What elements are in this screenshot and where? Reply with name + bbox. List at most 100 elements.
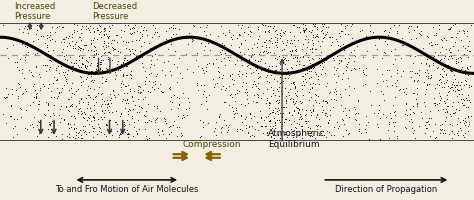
Point: [91, 54, 99, 57]
Point: [410, 29, 418, 32]
Point: [216, 51, 224, 54]
Point: [225, 59, 233, 62]
Point: [438, 123, 446, 126]
Point: [304, 38, 311, 41]
Point: [387, 117, 394, 120]
Point: [382, 29, 389, 33]
Point: [16, 83, 23, 86]
Text: Atmospheric
Equilibrium: Atmospheric Equilibrium: [268, 129, 325, 148]
Point: [219, 85, 227, 89]
Point: [385, 123, 392, 126]
Point: [32, 96, 39, 99]
Point: [299, 68, 307, 71]
Point: [119, 83, 127, 86]
Point: [438, 46, 446, 49]
Point: [207, 34, 214, 37]
Point: [341, 57, 349, 60]
Point: [142, 83, 149, 86]
Point: [287, 66, 295, 69]
Point: [3, 87, 10, 90]
Point: [447, 27, 454, 31]
Point: [415, 69, 422, 73]
Point: [274, 90, 282, 93]
Point: [264, 53, 271, 56]
Point: [178, 134, 185, 137]
Point: [306, 135, 314, 138]
Point: [90, 71, 98, 74]
Point: [281, 105, 288, 109]
Point: [295, 118, 303, 121]
Point: [75, 55, 83, 59]
Point: [114, 50, 122, 53]
Point: [129, 135, 137, 138]
Point: [465, 125, 472, 128]
Point: [450, 112, 457, 115]
Point: [423, 35, 431, 38]
Point: [236, 70, 243, 73]
Point: [132, 55, 139, 59]
Point: [391, 110, 399, 113]
Point: [121, 124, 129, 127]
Point: [438, 122, 446, 126]
Point: [251, 59, 259, 62]
Point: [305, 59, 313, 62]
Point: [52, 69, 60, 72]
Point: [32, 65, 39, 68]
Point: [438, 39, 446, 43]
Point: [242, 88, 250, 91]
Point: [151, 119, 158, 122]
Point: [330, 73, 337, 77]
Point: [257, 117, 264, 120]
Point: [184, 97, 191, 101]
Point: [173, 134, 181, 138]
Point: [99, 103, 106, 106]
Point: [431, 51, 438, 54]
Point: [21, 56, 29, 59]
Point: [61, 76, 69, 79]
Point: [25, 69, 33, 72]
Point: [333, 40, 340, 44]
Point: [104, 36, 112, 40]
Point: [291, 83, 298, 86]
Point: [30, 116, 37, 120]
Point: [264, 52, 272, 55]
Point: [374, 112, 382, 115]
Point: [74, 48, 82, 51]
Point: [252, 85, 259, 88]
Point: [63, 64, 71, 67]
Point: [318, 31, 325, 34]
Point: [442, 74, 450, 77]
Point: [136, 85, 143, 88]
Point: [265, 39, 273, 43]
Point: [311, 71, 319, 74]
Point: [83, 65, 91, 68]
Point: [347, 25, 355, 29]
Point: [442, 73, 449, 76]
Point: [82, 29, 90, 32]
Point: [171, 63, 178, 67]
Point: [255, 82, 262, 85]
Point: [265, 46, 273, 49]
Point: [413, 26, 420, 29]
Point: [125, 123, 132, 126]
Point: [126, 60, 134, 63]
Point: [162, 30, 170, 33]
Point: [66, 56, 74, 59]
Point: [398, 44, 406, 47]
Point: [315, 95, 322, 98]
Point: [244, 64, 252, 68]
Point: [282, 44, 289, 47]
Point: [219, 43, 226, 46]
Point: [258, 24, 266, 27]
Point: [111, 96, 119, 99]
Point: [309, 47, 316, 50]
Point: [23, 128, 31, 131]
Point: [285, 74, 292, 77]
Point: [329, 106, 337, 109]
Point: [47, 131, 55, 134]
Point: [16, 107, 24, 110]
Point: [128, 116, 136, 120]
Point: [459, 104, 467, 107]
Point: [74, 132, 82, 135]
Point: [70, 65, 77, 68]
